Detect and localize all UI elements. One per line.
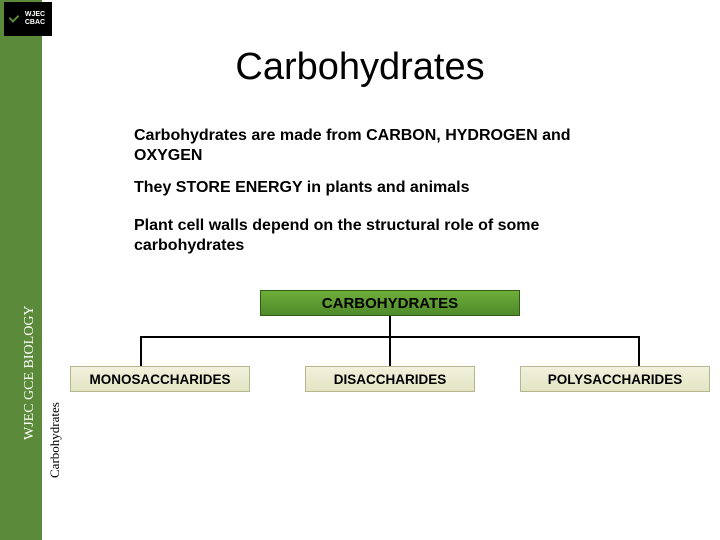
tree-child-di: DISACCHARIDES: [305, 366, 475, 392]
tree-child-mono: MONOSACCHARIDES: [70, 366, 250, 392]
tree-child-poly: POLYSACCHARIDES: [520, 366, 710, 392]
tree-connector: [389, 316, 391, 336]
tree-root: CARBOHYDRATES: [260, 290, 520, 316]
tree-connector: [140, 336, 142, 366]
sidebar-label-sub: Carbohydrates: [47, 402, 63, 478]
logo-line2: CBAC: [25, 19, 45, 27]
paragraph-1: Carbohydrates are made from CARBON, HYDR…: [134, 126, 574, 166]
tree-connector: [389, 336, 391, 366]
carbohydrates-tree-diagram: CARBOHYDRATES MONOSACCHARIDES DISACCHARI…: [80, 290, 700, 440]
paragraph-3: Plant cell walls depend on the structura…: [134, 216, 574, 256]
sidebar-label-main: WJEC GCE BIOLOGY: [22, 305, 38, 440]
wjec-logo: WJEC CBAC: [4, 2, 52, 36]
page-title: Carbohydrates: [0, 46, 720, 89]
check-icon: [9, 10, 23, 20]
logo-line1: WJEC: [25, 11, 45, 19]
tree-connector: [638, 336, 640, 366]
paragraph-2: They STORE ENERGY in plants and animals: [134, 178, 470, 198]
